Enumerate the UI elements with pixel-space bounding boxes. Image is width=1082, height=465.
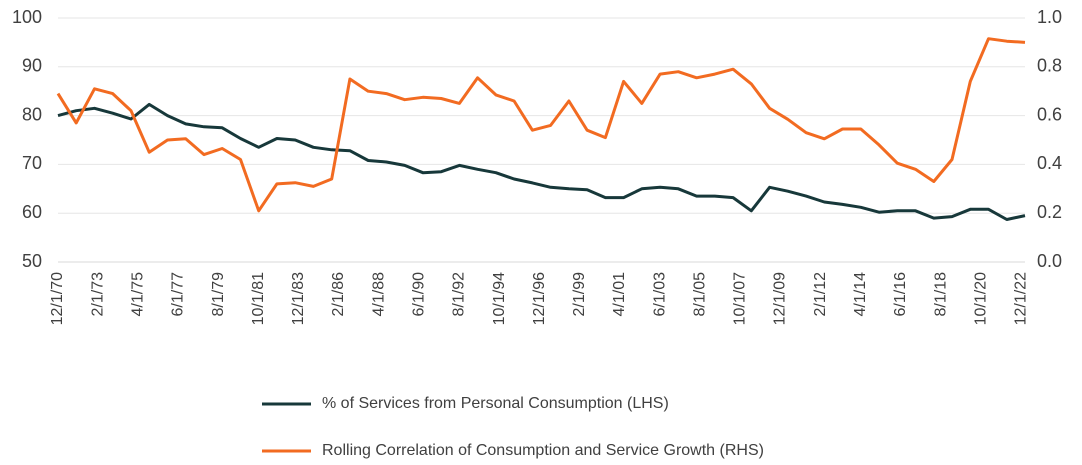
y-tick-label: 60 [22, 202, 42, 222]
x-tick-label: 6/1/77 [170, 272, 187, 317]
legend-label: Rolling Correlation of Consumption and S… [322, 442, 764, 459]
x-tick-label: 8/1/05 [691, 272, 708, 317]
x-tick-label: 10/1/94 [491, 272, 508, 325]
y-tick-label: 80 [22, 104, 42, 124]
x-tick-label: 2/1/12 [812, 272, 829, 317]
x-tick-label: 12/1/83 [290, 272, 307, 325]
legend-label: % of Services from Personal Consumption … [322, 395, 669, 412]
x-tick-label: 12/1/96 [531, 272, 548, 325]
y2-tick-label: 0.8 [1037, 56, 1062, 76]
x-tick-label: 6/1/90 [410, 272, 427, 317]
series-line [57, 102, 1026, 221]
x-tick-label: 8/1/18 [932, 272, 949, 317]
x-tick-label: 10/1/81 [250, 272, 267, 325]
x-tick-label: 2/1/99 [571, 272, 588, 317]
y-tick-label: 70 [22, 153, 42, 173]
x-tick-label: 8/1/92 [451, 272, 468, 317]
x-tick-label: 4/1/14 [852, 272, 869, 317]
x-tick-label: 12/1/22 [1013, 272, 1030, 325]
x-tick-label: 10/1/07 [732, 272, 749, 325]
y2-tick-label: 0.2 [1037, 202, 1062, 222]
x-tick-label: 4/1/88 [370, 272, 387, 317]
x-tick-label: 8/1/79 [210, 272, 227, 317]
x-tick-label: 4/1/01 [611, 272, 628, 317]
x-tick-label: 6/1/16 [892, 272, 909, 317]
x-tick-label: 10/1/20 [972, 272, 989, 325]
series-line [56, 37, 1026, 213]
x-tick-label: 6/1/03 [651, 272, 668, 317]
x-tick-label: 4/1/75 [129, 272, 146, 317]
y2-tick-label: 0.6 [1037, 104, 1062, 124]
y2-tick-label: 0.0 [1037, 251, 1062, 271]
x-tick-label: 12/1/09 [772, 272, 789, 325]
x-tick-label: 12/1/70 [49, 272, 66, 325]
y-tick-label: 90 [22, 56, 42, 76]
x-tick-label: 2/1/86 [330, 272, 347, 317]
x-tick-label: 2/1/73 [89, 272, 106, 317]
y-tick-label: 50 [22, 251, 42, 271]
y-tick-label: 100 [12, 7, 42, 27]
y2-tick-label: 0.4 [1037, 153, 1062, 173]
y2-tick-label: 1.0 [1037, 7, 1062, 27]
